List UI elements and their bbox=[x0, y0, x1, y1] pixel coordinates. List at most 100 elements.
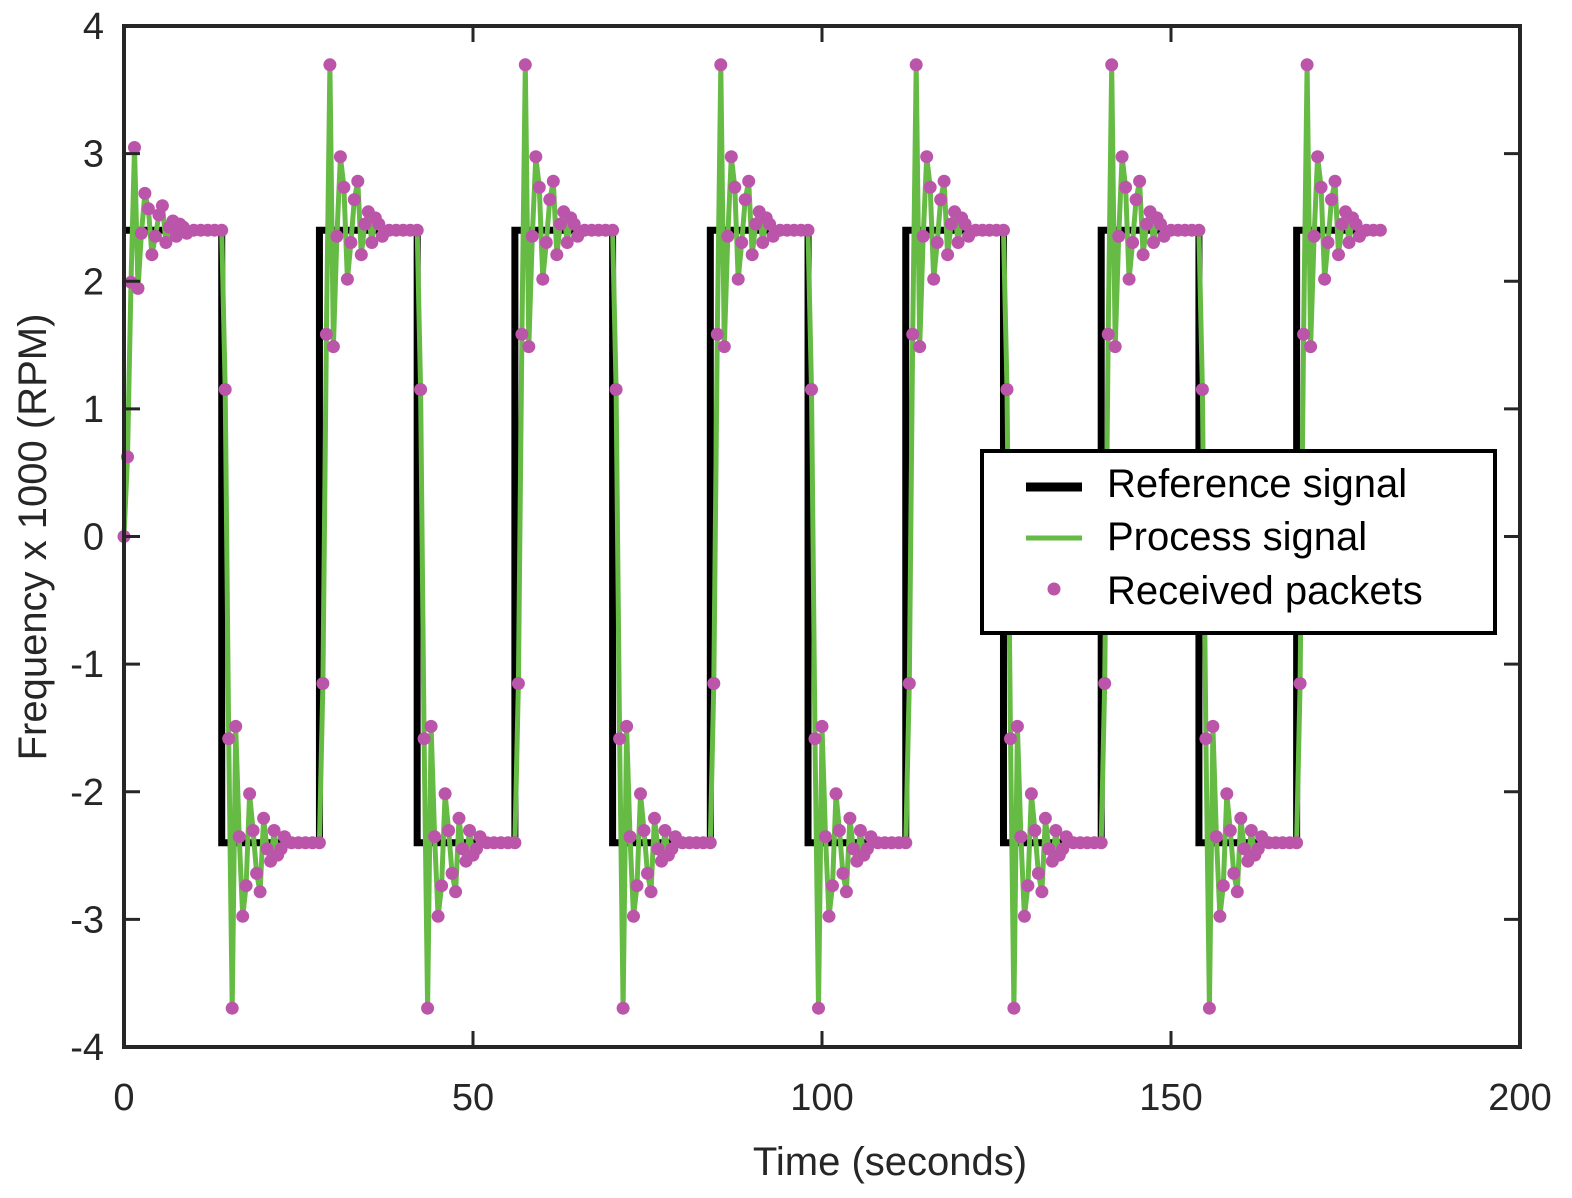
packet-marker bbox=[1094, 836, 1108, 850]
packet-marker bbox=[239, 879, 253, 893]
packet-marker bbox=[1195, 383, 1209, 396]
packet-marker bbox=[839, 885, 853, 899]
packet-marker bbox=[148, 229, 162, 243]
packet-marker bbox=[421, 1001, 435, 1015]
packet-marker bbox=[1223, 824, 1237, 837]
packet-marker bbox=[169, 229, 183, 243]
packet-marker bbox=[731, 272, 745, 286]
packet-marker bbox=[899, 836, 913, 850]
packet-marker bbox=[832, 824, 846, 837]
packet-marker bbox=[1311, 150, 1325, 164]
packet-marker bbox=[909, 58, 923, 72]
packet-marker bbox=[1021, 879, 1035, 893]
packet-marker bbox=[930, 236, 944, 249]
packet-marker bbox=[1000, 383, 1014, 396]
packet-marker bbox=[658, 824, 672, 837]
packet-marker bbox=[1119, 180, 1133, 194]
packet-marker bbox=[613, 732, 627, 746]
packet-marker bbox=[826, 879, 839, 893]
packet-marker bbox=[145, 248, 159, 262]
packet-marker bbox=[606, 223, 620, 237]
packet-marker bbox=[648, 811, 661, 825]
packet-marker bbox=[1105, 58, 1119, 72]
packet-marker bbox=[159, 236, 173, 249]
legend-swatch-packets bbox=[1047, 582, 1061, 596]
packet-marker bbox=[330, 229, 344, 243]
packet-marker bbox=[253, 885, 267, 899]
packet-marker bbox=[550, 248, 564, 262]
packet-marker bbox=[1014, 830, 1028, 844]
packet-marker bbox=[365, 236, 379, 249]
packet-marker bbox=[274, 842, 288, 856]
y-tick-label: 0 bbox=[83, 517, 104, 559]
packet-marker bbox=[1056, 842, 1070, 856]
packet-marker bbox=[358, 217, 372, 231]
packet-marker bbox=[923, 180, 937, 194]
tick-layer: 0 50 100 150 200 -4 -3 -2 -1 0 1 2 3 4 bbox=[70, 6, 1552, 1119]
packet-marker bbox=[431, 909, 445, 923]
packet-marker bbox=[326, 340, 340, 354]
packet-marker bbox=[819, 830, 832, 844]
y-axis-label: Frequency x 1000 (RPM) bbox=[11, 314, 55, 761]
packet-marker bbox=[1140, 217, 1154, 231]
packet-marker bbox=[937, 174, 951, 188]
y-tick-label: 1 bbox=[83, 389, 104, 431]
packet-marker bbox=[539, 236, 553, 249]
packet-marker bbox=[630, 879, 644, 893]
packet-marker bbox=[1112, 229, 1126, 243]
packet-marker bbox=[529, 150, 543, 164]
packet-marker bbox=[250, 866, 264, 880]
packet-marker bbox=[337, 180, 351, 194]
legend-label-process: Process signal bbox=[1107, 515, 1367, 559]
packet-marker bbox=[801, 223, 815, 237]
packet-marker bbox=[1028, 824, 1042, 837]
packet-marker bbox=[131, 281, 145, 295]
packet-marker bbox=[1349, 217, 1363, 231]
plot-layer bbox=[117, 58, 1387, 1015]
packet-marker bbox=[749, 217, 763, 231]
packet-marker bbox=[902, 677, 916, 690]
packet-marker bbox=[236, 909, 250, 923]
packet-marker bbox=[710, 327, 724, 341]
packet-marker bbox=[155, 199, 169, 213]
packet-marker bbox=[665, 842, 679, 856]
packet-marker bbox=[424, 719, 438, 733]
packet-marker bbox=[1038, 811, 1052, 825]
packet-marker bbox=[508, 836, 522, 850]
x-axis-label: Time (seconds) bbox=[753, 1140, 1027, 1184]
packet-marker bbox=[1335, 217, 1349, 231]
packet-marker bbox=[522, 340, 536, 354]
packet-marker bbox=[703, 836, 717, 850]
packet-marker bbox=[913, 340, 927, 354]
packet-marker bbox=[1004, 732, 1017, 746]
packet-marker bbox=[267, 824, 281, 837]
packet-marker bbox=[941, 248, 955, 262]
packet-marker bbox=[470, 842, 483, 856]
packet-marker bbox=[333, 150, 347, 164]
packet-marker bbox=[316, 677, 330, 690]
packet-marker bbox=[428, 830, 442, 844]
packet-marker bbox=[756, 236, 770, 249]
packet-marker bbox=[916, 229, 930, 243]
packet-marker bbox=[934, 193, 948, 207]
packet-marker bbox=[449, 885, 463, 899]
packet-marker bbox=[724, 150, 738, 164]
packet-marker bbox=[417, 732, 431, 746]
x-tick-label: 200 bbox=[1488, 1077, 1551, 1119]
packet-marker bbox=[1007, 1001, 1021, 1015]
packet-marker bbox=[1098, 677, 1112, 690]
packet-marker bbox=[860, 842, 874, 856]
packet-marker bbox=[1126, 236, 1140, 249]
packet-marker bbox=[1304, 340, 1318, 354]
packet-marker bbox=[1300, 58, 1314, 72]
packet-marker bbox=[1234, 811, 1248, 825]
packet-marker bbox=[721, 229, 735, 243]
packet-marker bbox=[1136, 248, 1150, 262]
packet-marker bbox=[1024, 787, 1038, 801]
packet-marker bbox=[260, 842, 274, 856]
packet-marker bbox=[1230, 885, 1244, 899]
packet-marker bbox=[442, 824, 456, 837]
packet-marker bbox=[141, 202, 155, 216]
packet-marker bbox=[623, 830, 637, 844]
